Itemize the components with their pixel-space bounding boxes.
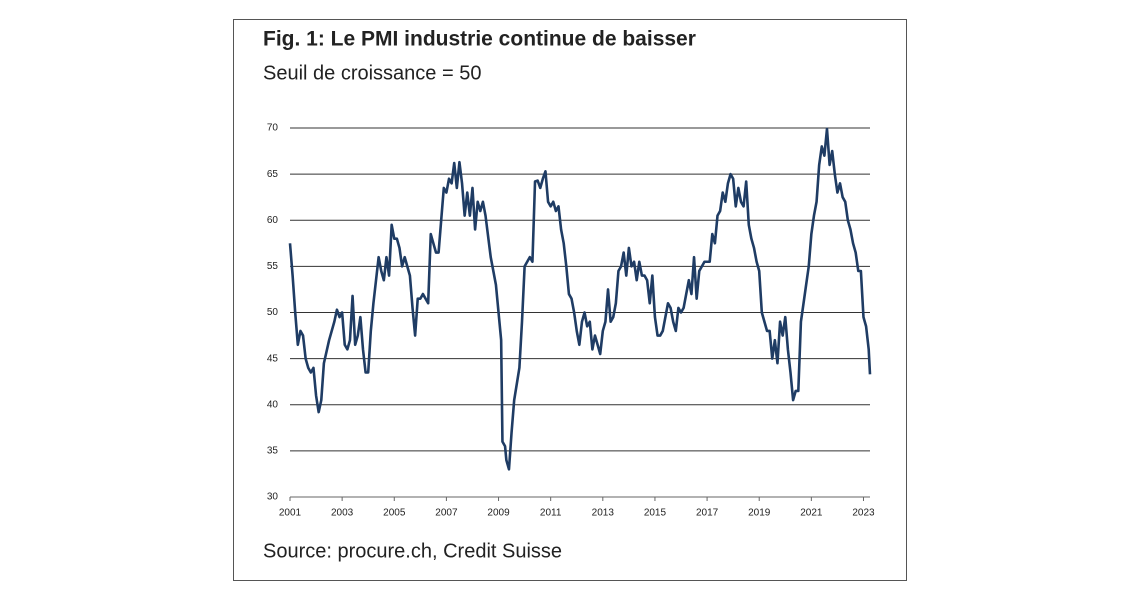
x-tick-label: 2013: [592, 508, 615, 519]
x-tick-label: 2021: [800, 508, 823, 519]
y-tick-label: 65: [267, 169, 279, 180]
x-tick-label: 2017: [696, 508, 719, 519]
y-tick-label: 60: [267, 215, 279, 226]
y-tick-label: 50: [267, 307, 279, 318]
x-tick-label: 2019: [748, 508, 771, 519]
y-tick-label: 55: [267, 261, 279, 272]
chart-title: Fig. 1: Le PMI industrie continue de bai…: [263, 28, 696, 51]
y-tick-label: 40: [267, 399, 279, 410]
line: [288, 127, 872, 471]
y-tick-label: 45: [267, 353, 279, 364]
x-tick-label: 2011: [540, 508, 562, 519]
frame: [233, 19, 907, 581]
x-tick-label: 2023: [852, 508, 875, 519]
x-tick-label: 2005: [383, 508, 406, 519]
x-tick-label: 2003: [331, 508, 354, 519]
y-tick-label: 30: [267, 492, 279, 503]
y-tick-label: 70: [267, 123, 279, 134]
x-tick-label: 2007: [435, 508, 458, 519]
x-tick-label: 2009: [487, 508, 510, 519]
chart-subtitle: Seuil de croissance = 50: [263, 62, 481, 84]
x-tick-label: 2015: [644, 508, 667, 519]
x-tick-label: 2001: [279, 508, 302, 519]
source: Source: procure.ch, Credit Suisse: [263, 540, 562, 562]
y-tick-label: 35: [267, 446, 279, 457]
